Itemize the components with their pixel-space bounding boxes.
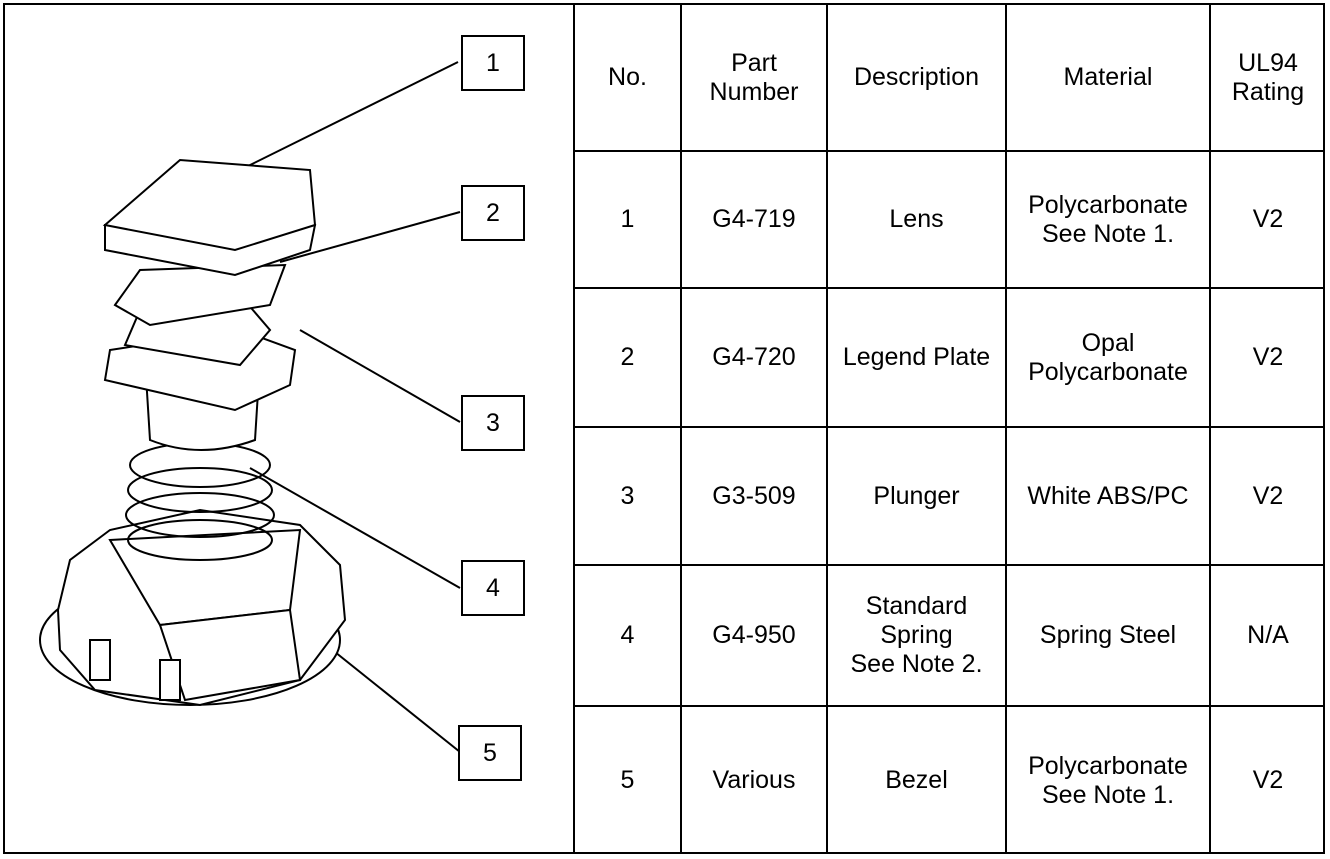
cell-text: Material: [1063, 63, 1153, 92]
bezel: [39, 508, 347, 707]
cell-text: Various: [712, 766, 796, 795]
header-cell: Part Number: [680, 5, 826, 152]
cell-text: V2: [1252, 205, 1284, 234]
table-cell: Opal Polycarbonate: [1005, 289, 1209, 428]
exploded-drawing: [39, 61, 461, 753]
cell-text: No.: [608, 63, 647, 92]
cell-text: Polycarbonate: [1028, 190, 1188, 219]
table-cell: G4-719: [680, 152, 826, 289]
legend-plate: [113, 263, 287, 327]
table-cell: 3: [573, 428, 680, 566]
cell-text: Spring Steel: [1039, 621, 1177, 650]
table-cell: V2: [1209, 428, 1325, 566]
lens: [102, 158, 317, 277]
cell-text: Number: [709, 77, 799, 106]
cell-text: Description: [853, 63, 980, 92]
cell-text: V2: [1252, 766, 1284, 795]
table-cell: Polycarbonate See Note 1.: [1005, 152, 1209, 289]
cell-text: Lens: [889, 205, 944, 234]
table-cell: 4: [573, 566, 680, 707]
cell-text: See Note 2.: [850, 649, 983, 678]
cell-text: Plunger: [873, 481, 960, 510]
table-cell: G4-950: [680, 566, 826, 707]
plunger: [103, 293, 297, 451]
cell-text: Standard: [865, 592, 968, 621]
cell-text: Bezel: [885, 766, 948, 795]
leader: [239, 61, 459, 171]
table-cell: White ABS/PC: [1005, 428, 1209, 566]
header-cell: UL94 Rating: [1209, 5, 1325, 152]
table-cell: V2: [1209, 289, 1325, 428]
table-cell: Legend Plate: [826, 289, 1005, 428]
cell-text: G4-950: [712, 621, 796, 650]
cell-text: Rating: [1231, 77, 1305, 106]
leader: [299, 329, 461, 423]
cell-text: White ABS/PC: [1027, 481, 1189, 510]
table-cell: 1: [573, 152, 680, 289]
cell-text: G4-719: [712, 205, 796, 234]
callout-box: 2: [461, 185, 525, 241]
callout-box: 4: [461, 560, 525, 616]
cell-text: See Note 1.: [1041, 219, 1175, 248]
table-cell: V2: [1209, 707, 1325, 854]
table-cell: Bezel: [826, 707, 1005, 854]
leader: [279, 211, 461, 263]
table-cell: N/A: [1209, 566, 1325, 707]
cell-text: V2: [1252, 481, 1284, 510]
table-cell: Lens: [826, 152, 1005, 289]
header-cell: No.: [573, 5, 680, 152]
table-cell: Spring Steel: [1005, 566, 1209, 707]
cell-text: See Note 1.: [1041, 780, 1175, 809]
cell-text: G4-720: [712, 343, 796, 372]
cell-text: Legend Plate: [842, 343, 991, 372]
table-cell: V2: [1209, 152, 1325, 289]
cell-text: Spring: [880, 621, 953, 650]
leader: [249, 467, 461, 589]
table-cell: 5: [573, 707, 680, 854]
table-cell: 2: [573, 289, 680, 428]
table-cell: Various: [680, 707, 826, 854]
cell-text: UL94: [1238, 48, 1298, 77]
table-cell: G4-720: [680, 289, 826, 428]
cell-text: V2: [1252, 343, 1284, 372]
cell-text: Opal: [1081, 328, 1135, 357]
callout-box: 1: [461, 35, 525, 91]
cell-text: Polycarbonate: [1028, 751, 1188, 780]
cell-text: 5: [620, 766, 635, 795]
cell-text: 2: [620, 343, 635, 372]
callout-box: 5: [458, 725, 522, 781]
cell-text: N/A: [1247, 621, 1289, 650]
cell-text: 1: [620, 205, 635, 234]
header-cell: Material: [1005, 5, 1209, 152]
cell-text: Polycarbonate: [1028, 357, 1188, 386]
callout-box: 3: [461, 395, 525, 451]
header-cell: Description: [826, 5, 1005, 152]
table-cell: Standard Spring See Note 2.: [826, 566, 1005, 707]
table-cell: G3-509: [680, 428, 826, 566]
cell-text: G3-509: [712, 481, 796, 510]
frame: [3, 3, 1325, 854]
cell-text: Part: [731, 48, 777, 77]
table-cell: Polycarbonate See Note 1.: [1005, 707, 1209, 854]
table-cell: Plunger: [826, 428, 1005, 566]
cell-text: 4: [620, 621, 635, 650]
cell-text: 3: [620, 481, 635, 510]
